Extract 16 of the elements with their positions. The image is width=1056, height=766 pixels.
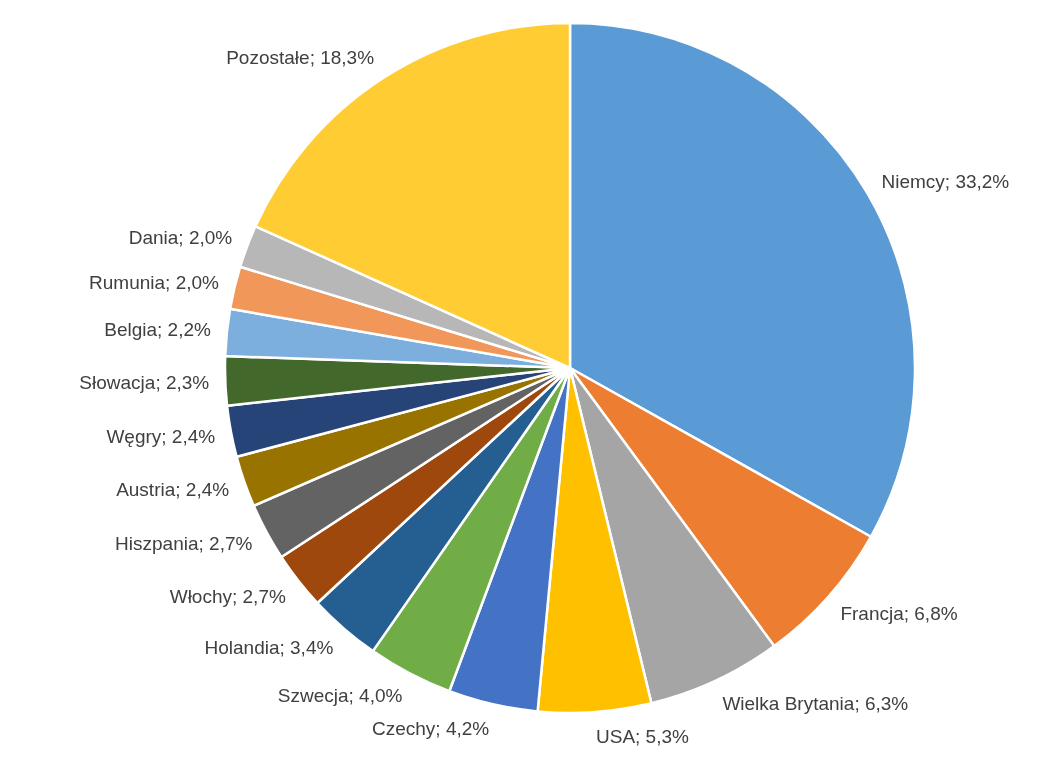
slice-label: Szwecja; 4,0% xyxy=(277,684,403,706)
slice-label: Wielka Brytania; 6,3% xyxy=(722,692,909,714)
slice-label: Austria; 2,4% xyxy=(116,479,230,501)
slice-label: USA; 5,3% xyxy=(596,726,690,748)
slice-label: Rumunia; 2,0% xyxy=(89,271,220,293)
slice-label: Czechy; 4,2% xyxy=(371,717,490,739)
slice-label: Holandia; 3,4% xyxy=(204,636,334,658)
slice-label: Hiszpania; 2,7% xyxy=(115,533,253,555)
slice-label: Słowacja; 2,3% xyxy=(79,371,210,393)
slice-label: Dania; 2,0% xyxy=(128,227,233,249)
slice-label: Niemcy; 33,2% xyxy=(881,170,1010,192)
slice-label: Belgia; 2,2% xyxy=(104,319,212,341)
slice-label: Francja; 6,8% xyxy=(840,602,958,624)
slice-label: Włochy; 2,7% xyxy=(169,585,286,607)
slice-label: Węgry; 2,4% xyxy=(106,425,216,447)
slice-label: Pozostałe; 18,3% xyxy=(226,47,375,69)
